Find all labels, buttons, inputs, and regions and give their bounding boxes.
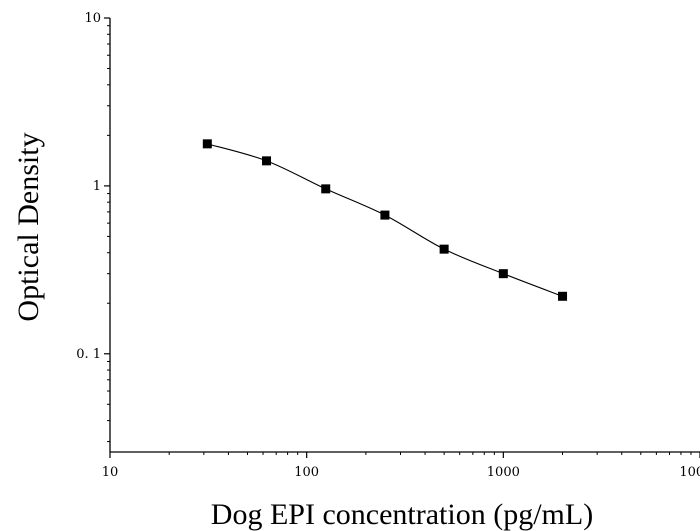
data-point <box>262 156 272 166</box>
x-tick-label: 10 <box>102 465 119 480</box>
fit-curve-layer <box>207 143 563 297</box>
x-tick-label: 1000 <box>487 465 520 480</box>
x-axis-title: Dog EPI concentration (pg/mL) <box>211 498 593 531</box>
data-point <box>380 210 390 220</box>
y-tick-label: 1 <box>93 179 101 194</box>
y-tick-label: 10 <box>84 11 101 26</box>
y-tick-label: 0. 1 <box>76 347 101 362</box>
data-point <box>321 184 331 194</box>
data-point <box>558 291 568 301</box>
data-point <box>498 269 508 279</box>
fit-curve <box>207 143 563 297</box>
y-axis-title: Optical Density <box>12 132 45 321</box>
data-point <box>439 244 449 254</box>
axes: 10 100 1000 10000 0. 1 1 10 <box>76 11 700 480</box>
data-points <box>202 139 568 301</box>
x-tick-label: 10000 <box>679 465 700 480</box>
data-point <box>202 139 212 149</box>
x-tick-label: 100 <box>294 465 319 480</box>
